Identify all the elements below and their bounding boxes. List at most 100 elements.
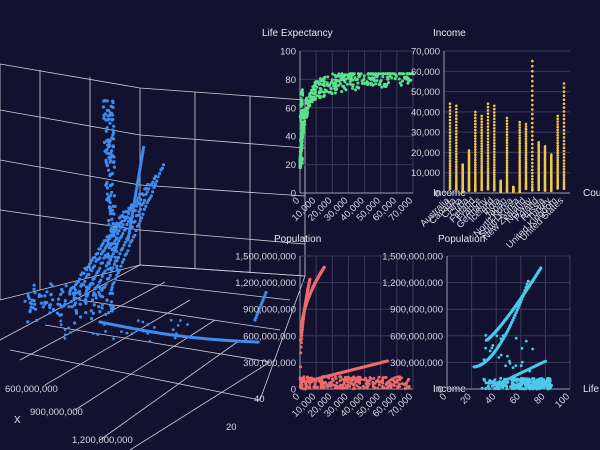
income-point: [486, 154, 490, 158]
income-point: [562, 162, 566, 165]
income-point: [562, 114, 566, 117]
scatter3d-point: [26, 292, 30, 296]
income-point: [505, 159, 509, 162]
income-point: [474, 125, 477, 129]
scatter3d-point: [137, 210, 141, 214]
scatter3d-points: [23, 99, 268, 344]
population-life-point: [508, 362, 512, 365]
scatter3d-point: [126, 238, 130, 242]
life-vs-income-panel: Life Expectancy 0 20 40 60 80 100 0 10,000 20,00…: [262, 28, 466, 224]
scatter3d-point: [142, 145, 146, 149]
population-life-point: [521, 294, 525, 298]
scatter3d-point: [136, 319, 140, 323]
scatter3d-point: [130, 332, 134, 335]
income-point: [556, 156, 559, 160]
scatter3d-point: [128, 224, 132, 228]
income-point: [524, 164, 528, 167]
income-point: [480, 117, 484, 121]
income-point: [448, 122, 452, 125]
income-point: [480, 155, 484, 158]
income-point: [524, 170, 528, 173]
scatter3d-point: [100, 306, 104, 310]
scatter3d-point: [156, 175, 160, 179]
income-point: [562, 165, 566, 168]
life-point: [338, 82, 342, 86]
population-life-point: [518, 387, 521, 391]
scatter3d-point: [113, 230, 117, 234]
life-point: [305, 100, 309, 104]
scatter3d-point: [260, 300, 264, 305]
income-point: [518, 149, 521, 152]
population-chart-y-tick-label: 1,200,000,000: [235, 278, 296, 289]
scatter3d-point: [74, 301, 78, 305]
scatter3d-point: [110, 217, 114, 221]
income-point: [531, 108, 534, 111]
population-life-point: [497, 344, 501, 348]
scatter3d-point: [141, 193, 146, 197]
income-point: [480, 180, 484, 184]
scatter3d-point: [91, 282, 95, 286]
scatter3d-point: [110, 118, 114, 122]
income-point: [448, 178, 452, 181]
income-point: [524, 147, 528, 150]
scatter3d-point: [78, 302, 82, 306]
population-life-point: [493, 378, 497, 382]
scatter3d-point: [100, 274, 104, 278]
scatter3d-point: [122, 243, 126, 247]
scatter3d-point: [108, 173, 112, 178]
income-point: [474, 145, 477, 149]
scatter3d-point: [108, 113, 112, 117]
scatter3d-point: [106, 267, 110, 271]
life-point: [362, 78, 365, 82]
life-point: [371, 83, 375, 87]
income-point: [493, 171, 496, 174]
income-point: [524, 162, 528, 165]
population-point: [385, 383, 388, 386]
life-point: [372, 79, 376, 83]
population-life-point: [503, 377, 506, 381]
scatter3d-point: [139, 162, 143, 166]
population-point: [376, 386, 380, 390]
population-point: [299, 341, 303, 345]
income-point: [480, 152, 484, 156]
scatter3d-point: [128, 208, 132, 212]
income-point: [505, 146, 509, 150]
income-point: [480, 173, 484, 176]
scatter3d-point: [137, 222, 141, 226]
scatter3d-point: [146, 182, 150, 187]
life-chart-title: Life Expectancy: [262, 28, 333, 39]
income-point: [505, 154, 509, 157]
life-point: [346, 74, 350, 78]
scatter3d-point: [129, 221, 133, 225]
income-point: [493, 144, 496, 148]
income-point: [486, 184, 490, 187]
scatter3d-point: [121, 232, 125, 236]
income-point: [562, 132, 566, 136]
life-point: [374, 82, 378, 86]
scatter3d-grid-line: [19, 281, 166, 361]
scatter3d-point: [97, 305, 101, 309]
scatter3d-point: [108, 209, 112, 213]
population-life-point: [511, 318, 515, 322]
population-life-point: [488, 349, 492, 353]
scatter3d-point: [256, 310, 260, 315]
scatter3d-grid-line: [44, 299, 191, 386]
income-point: [486, 169, 490, 173]
population-point: [345, 386, 349, 390]
scatter3d-point: [112, 160, 116, 165]
scatter3d-point: [111, 128, 115, 132]
scatter3d-point: [174, 332, 178, 336]
population-life-point: [538, 383, 542, 387]
scatter3d-point: [108, 160, 112, 164]
scatter3d-point: [101, 105, 106, 109]
income-point: [556, 128, 559, 132]
life-point: [342, 78, 346, 82]
scatter3d-point: [127, 244, 131, 248]
income-point: [518, 161, 521, 164]
population-life-point: [490, 346, 494, 350]
population-life-point: [480, 386, 484, 390]
income-point: [455, 172, 458, 176]
income-point: [556, 123, 559, 126]
scatter3d-point: [105, 298, 109, 302]
